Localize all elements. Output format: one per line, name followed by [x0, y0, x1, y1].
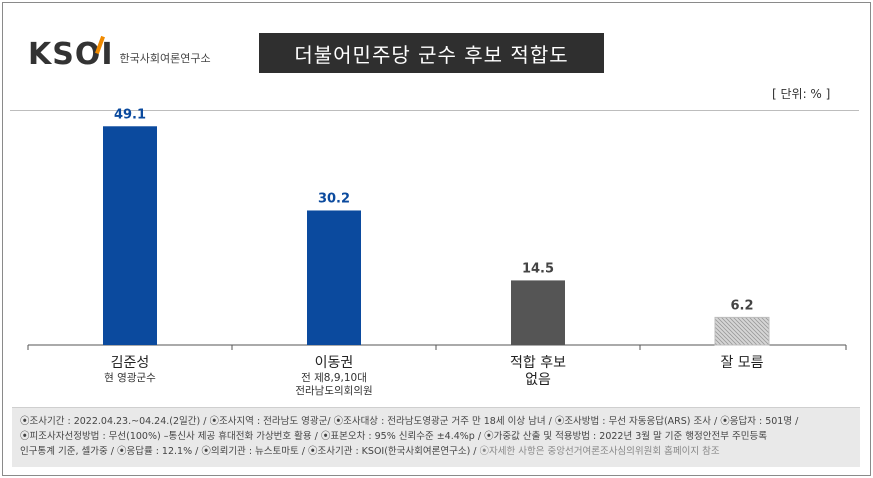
category-sublabel: 전라남도의회의원 — [295, 385, 372, 397]
survey-footer: ⦿조사기간 : 2022.04.23.~04.24.(2일간) / ⦿조사지역 … — [12, 407, 860, 467]
category-sublabel: 전 제8,9,10대 — [301, 372, 367, 384]
category-label: 김준성 — [111, 355, 150, 371]
top-divider — [10, 110, 859, 111]
bar — [714, 316, 770, 346]
footer-line-3: 인구통계 기준, 셀가중 / ⦿응답률 : 12.1% / ⦿의뢰기관 : 뉴스… — [20, 444, 852, 459]
bar — [307, 210, 361, 345]
bar — [511, 280, 565, 345]
category-label: 이동권 — [315, 355, 354, 371]
logo-subtitle: 한국사회여론연구소 — [119, 52, 211, 65]
data-label: 6.2 — [730, 298, 753, 313]
category-label-line2: 없음 — [525, 372, 551, 388]
data-label: 30.2 — [318, 191, 350, 206]
unit-label: [ 단위: % ] — [772, 87, 831, 101]
footer-line-1: ⦿조사기간 : 2022.04.23.~04.24.(2일간) / ⦿조사지역 … — [20, 416, 799, 427]
category-label: 잘 모름 — [720, 355, 763, 371]
bar — [103, 126, 157, 345]
ksoi-logo: KSOI 한국사회여론연구소 — [28, 35, 211, 70]
footer-line-2: ⦿피조사자선정방법 : 무선(100%) –통신사 제공 휴대전화 가상번호 활… — [20, 431, 767, 442]
footer-line-3b: ⦿자세한 사항은 중앙선거여론조사심의위원회 홈페이지 참조 — [476, 446, 720, 457]
data-label: 49.1 — [114, 107, 146, 122]
chart-title: 더불어민주당 군수 후보 적합도 — [259, 33, 604, 73]
category-label: 적합 후보 — [510, 355, 566, 371]
category-sublabel: 현 영광군수 — [104, 372, 156, 384]
data-label: 14.5 — [522, 261, 554, 276]
footer-line-3a: 인구통계 기준, 셀가중 / ⦿응답률 : 12.1% / ⦿의뢰기관 : 뉴스… — [20, 446, 477, 457]
